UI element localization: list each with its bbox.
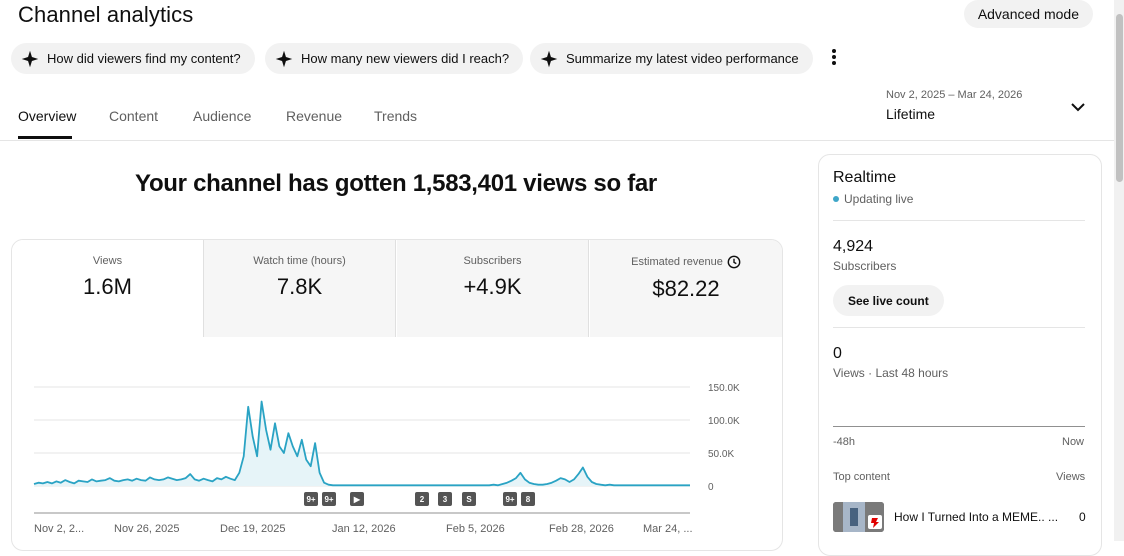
chip-label: How did viewers find my content?: [47, 51, 241, 66]
scrollbar-thumb[interactable]: [1116, 14, 1123, 182]
chart-event-marker[interactable]: 9+: [322, 492, 336, 506]
metric-value: 7.8K: [276, 274, 323, 299]
metric-value: $82.22: [652, 276, 720, 301]
chip-label: How many new viewers did I reach?: [301, 51, 510, 66]
chart-x-tick-label: Dec 19, 2025: [220, 523, 285, 535]
chart-y-tick-label: 150.0K: [708, 383, 740, 394]
see-live-count-button[interactable]: See live count: [833, 285, 944, 316]
more-vert-icon[interactable]: [826, 46, 842, 68]
tab-trends[interactable]: Trends: [374, 108, 418, 124]
chart-x-tick-label: Jan 12, 2026: [332, 523, 396, 535]
chart-x-tick-label: Feb 28, 2026: [549, 523, 614, 535]
tab-revenue[interactable]: Revenue: [286, 108, 343, 124]
tab-overview[interactable]: Overview: [18, 108, 77, 124]
realtime-axis: [833, 426, 1085, 427]
chart-x-tick-label: Nov 2, 2...: [34, 523, 84, 535]
chart-x-tick-label: Nov 26, 2025: [114, 523, 179, 535]
views-48h-count: 0: [833, 345, 842, 362]
chip-summarize[interactable]: Summarize my latest video performance: [530, 43, 813, 74]
top-content-label: Top content: [833, 471, 890, 483]
realtime-title: Realtime: [833, 169, 897, 186]
metric-label: Watch time (hours): [253, 255, 346, 267]
chart-y-tick-label: 50.0K: [708, 449, 734, 460]
chart-x-tick-label: Mar 24, ...: [643, 523, 693, 535]
metric-value: 1.6M: [83, 274, 132, 299]
sparkle-icon: [275, 50, 293, 67]
metric-label: Subscribers: [463, 255, 522, 267]
chevron-down-icon[interactable]: [1069, 100, 1087, 114]
top-content-title[interactable]: How I Turned Into a MEME.. ...: [894, 510, 1059, 524]
svg-text:8: 8: [526, 495, 531, 504]
metric-label-row: Estimated revenue: [590, 255, 782, 269]
realtime-card: [818, 154, 1102, 556]
chip-new-viewers[interactable]: How many new viewers did I reach?: [265, 43, 524, 74]
chart-area-fill: [34, 401, 690, 486]
tab-audience[interactable]: Audience: [193, 108, 252, 124]
subscribers-label: Subscribers: [833, 259, 897, 273]
realtime-status: Updating live: [833, 192, 913, 206]
realtime-status-text: Updating live: [844, 192, 914, 206]
date-range-text[interactable]: Nov 2, 2025 – Mar 24, 2026: [886, 89, 1023, 101]
chart-event-marker[interactable]: ▶: [350, 492, 364, 506]
top-content-views: 0: [1079, 510, 1086, 524]
tab-content[interactable]: Content: [109, 108, 159, 124]
clock-icon[interactable]: [727, 255, 741, 269]
chart-event-marker[interactable]: 2: [415, 492, 429, 506]
axis-start-label: -48h: [833, 436, 856, 448]
divider: [833, 327, 1085, 328]
sparkle-icon: [21, 50, 39, 67]
video-thumbnail[interactable]: [833, 502, 884, 532]
chart-y-tick-label: 100.0K: [708, 416, 740, 427]
svg-text:9+: 9+: [505, 495, 514, 504]
svg-text:9+: 9+: [306, 495, 315, 504]
chart-event-marker[interactable]: 8: [521, 492, 535, 506]
svg-text:9+: 9+: [324, 495, 333, 504]
metric-revenue[interactable]: Estimated revenue $82.22: [590, 240, 782, 337]
chip-label: Summarize my latest video performance: [566, 51, 799, 66]
metrics-card: Views 1.6M Watch time (hours) 7.8K Subsc…: [11, 239, 783, 551]
metric-label: Estimated revenue: [631, 256, 723, 268]
chart-y-tick-label: 0: [708, 482, 714, 493]
chart-event-marker[interactable]: 9+: [503, 492, 517, 506]
chart-x-tick-label: Feb 5, 2026: [446, 523, 505, 535]
chart-series-line[interactable]: [33, 400, 690, 487]
chart-event-marker[interactable]: 3: [438, 492, 452, 506]
sparkle-icon: [540, 50, 558, 67]
views-chart: 150.0K 100.0K 50.0K 0 9+ 9+ ▶ 2 3 S 9+ 8 Nov 2, 2...…: [33, 383, 740, 535]
metric-subscribers[interactable]: Subscribers +4.9K: [397, 240, 589, 337]
svg-text:3: 3: [443, 495, 448, 504]
chart-event-marker[interactable]: S: [462, 492, 476, 506]
metric-label: Views: [92, 255, 123, 267]
advanced-mode-button[interactable]: Advanced mode: [963, 0, 1093, 28]
chart-event-marker[interactable]: 9+: [304, 492, 318, 506]
tabs-bar: [0, 75, 1114, 141]
views-48h-label: Views · Last 48 hours: [833, 366, 949, 380]
axis-end-label: Now: [1062, 436, 1085, 448]
subscribers-count: 4,924: [833, 238, 874, 255]
views-headline: Your channel has gotten 1,583,401 views …: [135, 170, 657, 197]
live-dot-icon: [833, 196, 839, 202]
metric-watch-time[interactable]: Watch time (hours) 7.8K: [204, 240, 396, 337]
metric-views[interactable]: Views 1.6M: [12, 240, 204, 337]
svg-text:S: S: [466, 495, 472, 504]
chip-viewers-find[interactable]: How did viewers find my content?: [11, 43, 255, 74]
svg-text:2: 2: [420, 495, 425, 504]
views-column-label: Views: [1056, 471, 1086, 483]
svg-text:▶: ▶: [353, 495, 361, 504]
page-title: Channel analytics: [18, 2, 194, 27]
divider: [833, 220, 1085, 221]
date-preset[interactable]: Lifetime: [886, 106, 936, 122]
metric-value: +4.9K: [463, 274, 522, 299]
scrollbar-track[interactable]: [1114, 0, 1124, 541]
active-tab-indicator: [18, 136, 72, 139]
